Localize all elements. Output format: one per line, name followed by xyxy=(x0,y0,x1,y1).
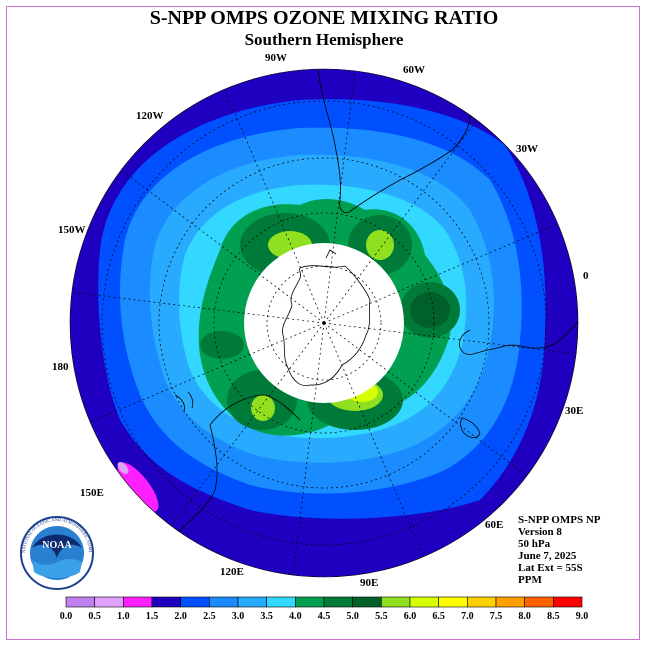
color-scale-swatch xyxy=(65,596,95,608)
madagascar-coastline xyxy=(460,417,481,438)
latitude-extent-label: Lat Ext = 55S xyxy=(518,562,583,574)
latitude-circle xyxy=(101,100,547,546)
ozone-field xyxy=(70,69,578,577)
color-scale-tick-label: 0.5 xyxy=(88,611,101,622)
color-scale-swatch xyxy=(151,596,181,608)
map-subtitle: Southern Hemisphere xyxy=(244,30,404,49)
longitude-label: 30E xyxy=(565,405,583,417)
contour-band xyxy=(410,292,450,328)
longitude-label: 150W xyxy=(58,224,86,236)
color-scale-swatch xyxy=(524,596,554,608)
color-scale-swatch xyxy=(123,596,153,608)
longitude-label: 30W xyxy=(516,143,538,155)
color-scale-swatch xyxy=(94,596,124,608)
color-scale-tick-label: 8.0 xyxy=(518,611,531,622)
australia-coastline xyxy=(169,394,301,541)
color-scale-tick-label: 2.5 xyxy=(203,611,216,622)
color-scale-swatch xyxy=(352,596,382,608)
contour-band xyxy=(251,395,275,421)
antarctica-coastline xyxy=(282,249,371,387)
longitude-labels: 90W 60W 30W 0 30E 60E 90E 120E 150E 180 … xyxy=(52,52,589,589)
color-scale-tick-label: 6.0 xyxy=(404,611,417,622)
meridian-line xyxy=(116,166,325,324)
meridian-line xyxy=(323,322,578,356)
color-scale-tick-label: 6.5 xyxy=(432,611,445,622)
color-scale-swatch xyxy=(323,596,353,608)
color-scale-bar xyxy=(65,596,583,608)
color-scale-tick-label: 4.5 xyxy=(318,611,331,622)
longitude-label: 90E xyxy=(360,577,378,589)
color-scale-tick-label: 8.5 xyxy=(547,611,560,622)
longitude-label: 90W xyxy=(265,52,287,64)
units-label: PPM xyxy=(518,574,542,586)
south-pole-marker xyxy=(322,321,326,325)
latitude-circle xyxy=(266,265,382,381)
noaa-logo-waves xyxy=(32,559,82,578)
africa-coastline xyxy=(459,321,578,355)
color-scale-tick-label: 4.0 xyxy=(289,611,302,622)
color-scale-swatch xyxy=(467,596,497,608)
meridian-line xyxy=(323,221,564,324)
longitude-label: 180 xyxy=(52,361,69,373)
color-scale-swatch xyxy=(409,596,439,608)
color-scale-tick-label: 1.5 xyxy=(146,611,159,622)
color-scale-tick-label: 5.5 xyxy=(375,611,388,622)
noaa-logo-text: NOAA xyxy=(42,540,72,551)
color-scale-swatch xyxy=(495,596,525,608)
color-scale-tick-label: 7.5 xyxy=(490,611,503,622)
map-title: S-NPP OMPS OZONE MIXING RATIO xyxy=(149,7,499,29)
color-scale-swatch xyxy=(180,596,210,608)
color-scale-tick-label: 3.5 xyxy=(260,611,273,622)
color-scale-swatch xyxy=(237,596,267,608)
instrument-label: S-NPP OMPS NP xyxy=(518,514,601,526)
meridian-line xyxy=(323,322,426,563)
color-scale-labels: 0.0 0.5 1.0 1.5 2.0 2.5 3.0 3.5 4.0 4.5 5.0 5.5 6.0 6… xyxy=(60,611,589,622)
color-scale-tick-label: 9.0 xyxy=(576,611,589,622)
contour-band xyxy=(200,331,244,359)
meridian-line xyxy=(167,322,325,531)
graticule xyxy=(70,69,578,577)
color-scale-swatch xyxy=(295,596,325,608)
latitude-circle xyxy=(213,212,435,434)
longitude-label: 150E xyxy=(80,487,104,499)
meridian-line xyxy=(70,290,325,324)
map-boundary xyxy=(69,68,579,578)
meridian-line xyxy=(323,69,357,324)
meridian-line xyxy=(84,322,325,425)
color-scale-tick-label: 7.0 xyxy=(461,611,474,622)
noaa-logo-gull xyxy=(32,534,82,558)
contour-band xyxy=(366,230,394,260)
south-america-coastline xyxy=(317,69,471,214)
pressure-level-label: 50 hPa xyxy=(518,538,551,550)
longitude-label: 0 xyxy=(583,270,589,282)
color-scale-swatch xyxy=(266,596,296,608)
product-info: S-NPP OMPS NP Version 8 50 hPa June 7, 2… xyxy=(518,514,601,586)
contour-band xyxy=(117,461,129,475)
color-scale-tick-label: 2.0 xyxy=(174,611,187,622)
color-scale-tick-label: 3.0 xyxy=(232,611,245,622)
meridian-line xyxy=(222,83,325,324)
color-scale-tick-label: 5.0 xyxy=(346,611,359,622)
contour-band xyxy=(117,462,159,512)
meridian-line xyxy=(323,115,481,324)
color-scale-tick-label: 0.0 xyxy=(60,611,73,622)
color-scale-swatch xyxy=(438,596,468,608)
color-scale-swatch xyxy=(209,596,239,608)
plot-frame xyxy=(6,6,640,640)
date-label: June 7, 2025 xyxy=(518,550,577,562)
longitude-label: 60W xyxy=(403,64,425,76)
color-scale-swatch xyxy=(553,596,583,608)
latitude-circle xyxy=(158,157,490,489)
color-scale-swatch xyxy=(381,596,411,608)
meridian-line xyxy=(323,322,532,480)
longitude-label: 120E xyxy=(220,566,244,578)
color-scale-tick-label: 1.0 xyxy=(117,611,130,622)
version-label: Version 8 xyxy=(518,526,562,538)
meridian-line xyxy=(291,322,325,577)
longitude-label: 60E xyxy=(485,519,503,531)
longitude-label: 120W xyxy=(136,110,164,122)
